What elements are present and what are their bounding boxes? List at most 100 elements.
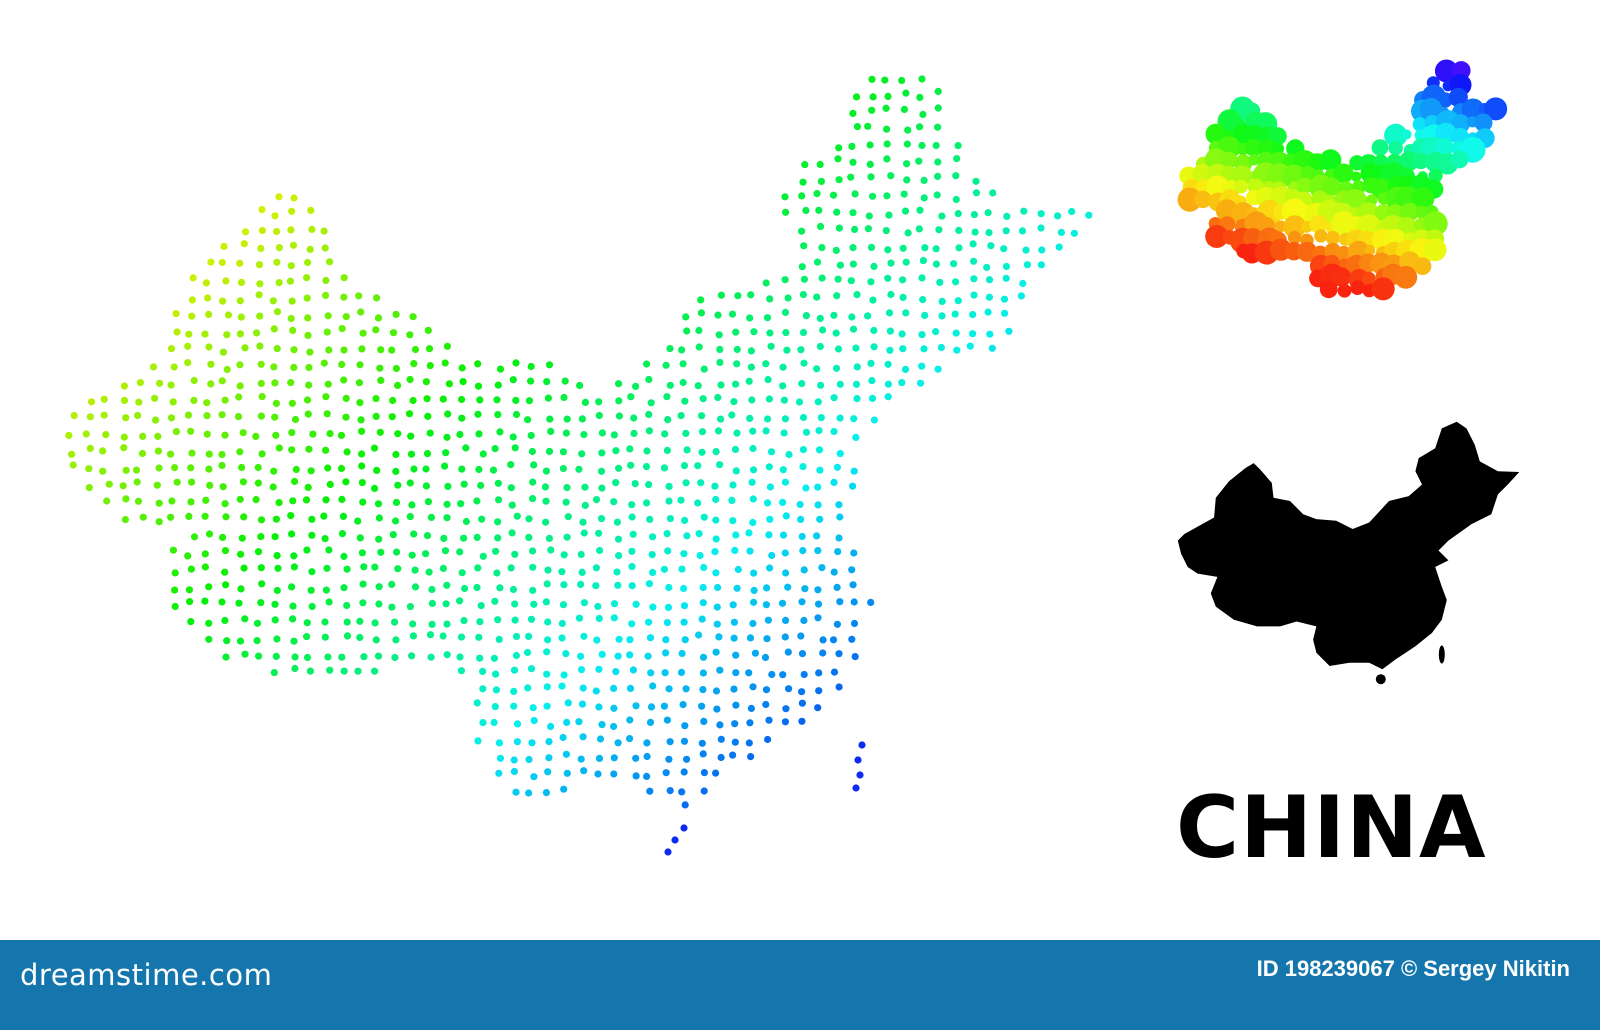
map-dot — [475, 633, 483, 641]
map-dot — [765, 716, 773, 724]
map-dot — [832, 246, 840, 254]
map-dot — [325, 598, 333, 606]
map-dot — [292, 465, 300, 474]
map-dot — [680, 584, 688, 593]
map-bubble — [1322, 177, 1341, 196]
map-dot — [529, 478, 537, 486]
map-dot — [426, 631, 435, 639]
map-bubble — [1400, 202, 1419, 222]
map-dot — [779, 531, 788, 539]
map-dot — [237, 585, 245, 593]
map-dot — [783, 346, 791, 354]
map-dot — [326, 258, 334, 266]
map-dot — [427, 653, 435, 661]
map-dot — [564, 513, 572, 521]
map-dot — [306, 245, 314, 253]
map-dot — [698, 428, 707, 436]
map-dot — [82, 430, 90, 438]
map-dot — [849, 260, 858, 268]
map-dot — [798, 227, 806, 235]
map-dot — [683, 755, 691, 763]
map-dot — [136, 379, 144, 387]
map-dot — [579, 518, 587, 526]
map-dot — [546, 415, 554, 423]
map-dot — [322, 276, 330, 285]
map-dot — [372, 636, 380, 644]
map-dot — [679, 378, 687, 387]
map-dot — [290, 194, 298, 202]
map-dot — [201, 330, 209, 338]
map-dot — [273, 258, 281, 266]
map-dot — [340, 667, 348, 675]
map-dot — [544, 394, 553, 402]
dreamstime-logo[interactable]: dreamstime.com — [20, 958, 273, 992]
map-dot — [289, 326, 297, 334]
map-dot — [272, 515, 280, 523]
map-dot — [511, 550, 519, 558]
map-dot — [887, 172, 895, 180]
map-dot — [494, 479, 502, 487]
map-dot — [575, 465, 583, 473]
map-dot — [545, 361, 554, 369]
map-dot — [410, 360, 418, 368]
map-dot — [680, 824, 688, 832]
map-dot — [800, 359, 808, 367]
map-dot — [559, 601, 568, 609]
map-dot — [409, 632, 417, 640]
map-dot — [511, 600, 519, 608]
map-dot — [934, 104, 942, 112]
map-dot — [359, 498, 367, 506]
map-dot — [800, 275, 809, 283]
map-dot — [547, 722, 555, 731]
map-dot — [610, 754, 618, 762]
map-dot — [916, 206, 924, 214]
map-dot — [712, 448, 720, 456]
map-dot — [796, 500, 804, 509]
map-dot — [394, 381, 402, 389]
map-dot — [814, 398, 822, 406]
map-dot — [644, 652, 652, 660]
map-dot — [870, 326, 878, 335]
map-dot — [850, 415, 858, 423]
map-dot — [271, 379, 279, 387]
map-dot — [303, 294, 311, 302]
map-dot — [680, 618, 688, 626]
map-dot — [205, 530, 214, 538]
map-dot — [167, 450, 175, 458]
map-dot — [868, 394, 877, 402]
map-dot — [680, 737, 689, 745]
map-dot — [698, 448, 706, 456]
map-dot — [509, 376, 517, 384]
map-dot — [491, 703, 499, 711]
map-dot — [745, 377, 753, 385]
map-dot — [1068, 207, 1076, 216]
map-dot — [954, 297, 962, 305]
map-dot — [326, 480, 334, 489]
map-dot — [919, 257, 928, 265]
map-dot — [342, 478, 350, 486]
map-dot — [867, 278, 875, 286]
map-dot — [187, 565, 195, 573]
map-dot — [649, 682, 657, 690]
map-dot — [525, 755, 533, 764]
map-bubble — [1401, 129, 1412, 140]
map-dot — [272, 431, 280, 439]
map-dot — [580, 767, 588, 775]
map-dot — [303, 546, 311, 554]
map-dot — [713, 603, 721, 611]
map-dot — [391, 618, 399, 626]
map-dot — [239, 478, 247, 486]
map-dot — [782, 208, 790, 216]
map-dot — [205, 450, 213, 458]
map-dot — [236, 637, 245, 645]
map-dot — [813, 190, 821, 198]
map-dot — [782, 512, 790, 520]
map-dot — [529, 704, 537, 712]
map-dot — [615, 464, 623, 472]
map-dot — [492, 547, 500, 555]
map-dot — [224, 311, 233, 319]
map-dot — [645, 580, 654, 588]
map-dot — [271, 212, 279, 220]
map-dot — [798, 650, 807, 658]
map-dot — [342, 313, 350, 321]
